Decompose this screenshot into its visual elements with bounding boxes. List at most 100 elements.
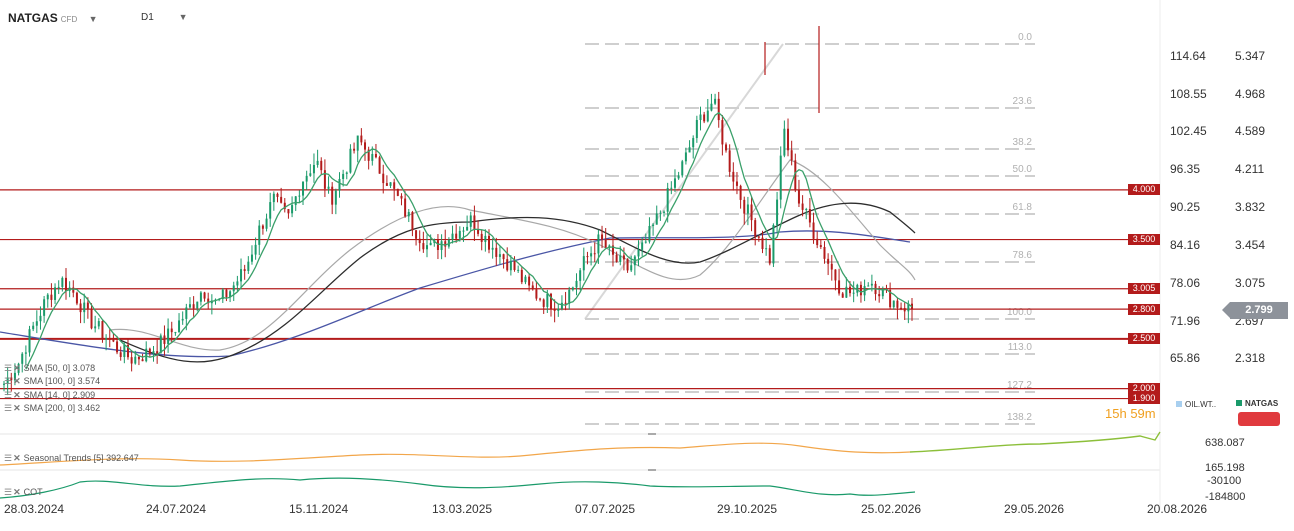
indicator-sma-14[interactable]: ☰✕ SMA [14, 0] 2.909 bbox=[4, 390, 96, 400]
candle-body bbox=[604, 239, 607, 248]
candle-body bbox=[345, 172, 348, 174]
indicator-sma-100[interactable]: ☰✕ SMA [100, 0] 3.574 bbox=[4, 376, 101, 386]
level-tag[interactable]: 4.000 bbox=[1128, 184, 1160, 196]
indicator-sma-200[interactable]: ☰✕ SMA [200, 0] 3.462 bbox=[4, 403, 101, 413]
date-tick: 29.10.2025 bbox=[717, 502, 777, 516]
candle-body bbox=[393, 182, 396, 189]
settings-icon[interactable]: ☰ bbox=[4, 453, 13, 463]
candle-body bbox=[119, 352, 122, 357]
close-icon[interactable]: ✕ bbox=[13, 363, 21, 373]
level-tag[interactable]: 2.800 bbox=[1128, 303, 1160, 315]
candle-body bbox=[539, 298, 542, 300]
date-axis[interactable]: 28.03.2024 24.07.2024 15.11.2024 13.03.2025… bbox=[4, 502, 1207, 516]
candle-body bbox=[480, 233, 483, 242]
candle-body bbox=[17, 363, 20, 373]
candle-body bbox=[46, 294, 49, 300]
candle-body bbox=[232, 285, 235, 292]
price-axis-primary[interactable]: 114.64 108.55 102.45 96.35 90.25 84.16 78.06 71… bbox=[1170, 49, 1207, 365]
candle-body bbox=[141, 359, 144, 362]
candle-body bbox=[652, 224, 655, 226]
candle-body bbox=[13, 372, 16, 381]
seasonal-axis-bottom: 165.198 bbox=[1205, 462, 1245, 474]
candle-body bbox=[797, 189, 800, 204]
candle-body bbox=[6, 377, 9, 384]
settings-icon[interactable]: ☰ bbox=[4, 487, 13, 497]
candle-body bbox=[243, 269, 246, 271]
candle-body bbox=[126, 344, 129, 358]
sma-100-line bbox=[109, 159, 916, 351]
close-icon[interactable]: ✕ bbox=[13, 487, 21, 497]
close-icon[interactable]: ✕ bbox=[13, 403, 21, 413]
candle-body bbox=[101, 321, 104, 339]
candle-body bbox=[816, 238, 819, 246]
settings-icon[interactable]: ☰ bbox=[4, 390, 13, 400]
legend-natgas[interactable]: NATGAS bbox=[1236, 399, 1278, 408]
level-tag[interactable]: 2.500 bbox=[1128, 333, 1160, 345]
close-icon[interactable]: ✕ bbox=[13, 390, 21, 400]
candle-body bbox=[167, 328, 170, 344]
candle-body bbox=[590, 253, 593, 257]
price-tick-primary: 78.06 bbox=[1170, 276, 1200, 290]
candle-body bbox=[619, 255, 622, 262]
candle-body bbox=[477, 229, 480, 234]
candle-body bbox=[473, 215, 476, 230]
candle-body bbox=[287, 209, 290, 214]
chart-toolbar: NATGAS CFD ▼ D1 ▼ bbox=[0, 0, 1294, 34]
timeframe-selector[interactable]: D1 ▼ bbox=[141, 12, 188, 23]
fib-level-label: 127.2 bbox=[1007, 380, 1032, 391]
settings-icon[interactable]: ☰ bbox=[4, 363, 13, 373]
candle-body bbox=[520, 269, 523, 283]
level-tag[interactable]: 1.900 bbox=[1128, 393, 1160, 405]
candle-body bbox=[152, 351, 155, 354]
candle-body bbox=[294, 196, 297, 206]
candle-body bbox=[655, 213, 658, 225]
candle-body bbox=[757, 236, 760, 238]
price-tick-secondary: 4.968 bbox=[1235, 87, 1265, 101]
candle-body bbox=[265, 218, 268, 229]
candle-body bbox=[276, 193, 279, 197]
candle-body bbox=[148, 348, 151, 354]
candle-body bbox=[455, 233, 458, 239]
candle-body bbox=[3, 383, 5, 385]
candle-body bbox=[429, 242, 432, 246]
close-icon[interactable]: ✕ bbox=[13, 453, 21, 463]
candle-body bbox=[181, 318, 184, 321]
candle-body bbox=[491, 247, 494, 250]
indicator-seasonal[interactable]: ☰✕ Seasonal Trends [5] 392.647 bbox=[4, 453, 139, 463]
fib-level-label: 50.0 bbox=[1013, 164, 1033, 175]
candle-body bbox=[444, 241, 447, 247]
symbol-selector[interactable]: NATGAS CFD ▼ bbox=[8, 11, 98, 25]
candle-body bbox=[805, 209, 808, 211]
candle-body bbox=[801, 203, 804, 210]
candle-body bbox=[83, 302, 86, 313]
fibonacci-retracement[interactable]: 0.0 23.6 38.2 50.0 61.8 78.6 100.0 113.0 127.2 13… bbox=[585, 32, 1035, 425]
legend-oil[interactable]: OIL.WT.. bbox=[1176, 400, 1216, 409]
indicator-cot[interactable]: ☰✕ COT bbox=[4, 487, 43, 497]
candle-body bbox=[221, 289, 224, 300]
candle-body bbox=[225, 289, 228, 298]
indicator-sma-50[interactable]: ☰✕ SMA [50, 0] 3.078 bbox=[4, 363, 96, 373]
price-tick-primary: 65.86 bbox=[1170, 351, 1200, 365]
candle-body bbox=[907, 303, 910, 312]
candle-body bbox=[852, 292, 855, 294]
level-tag[interactable]: 2.000 bbox=[1128, 383, 1160, 395]
candle-body bbox=[593, 253, 596, 255]
candle-body bbox=[185, 307, 188, 319]
level-tag[interactable]: 3.500 bbox=[1128, 234, 1160, 246]
settings-icon[interactable]: ☰ bbox=[4, 376, 13, 386]
candle-body bbox=[870, 283, 873, 286]
candle-body bbox=[582, 256, 585, 271]
candle-timer: 15h 59m bbox=[1105, 406, 1156, 421]
settings-icon[interactable]: ☰ bbox=[4, 403, 13, 413]
price-axis-secondary[interactable]: 5.3474.9684.5894.2113.8323.4543.0752.697… bbox=[1235, 49, 1265, 365]
candle-body bbox=[684, 152, 687, 162]
candle-body bbox=[819, 245, 822, 247]
legend-swatch bbox=[1176, 401, 1182, 407]
candle-body bbox=[130, 357, 133, 364]
close-icon[interactable]: ✕ bbox=[13, 376, 21, 386]
trade-button[interactable] bbox=[1238, 412, 1280, 426]
level-tag[interactable]: 3.005 bbox=[1128, 283, 1160, 295]
candle-body bbox=[415, 230, 418, 239]
level-lines[interactable] bbox=[0, 189, 1160, 400]
